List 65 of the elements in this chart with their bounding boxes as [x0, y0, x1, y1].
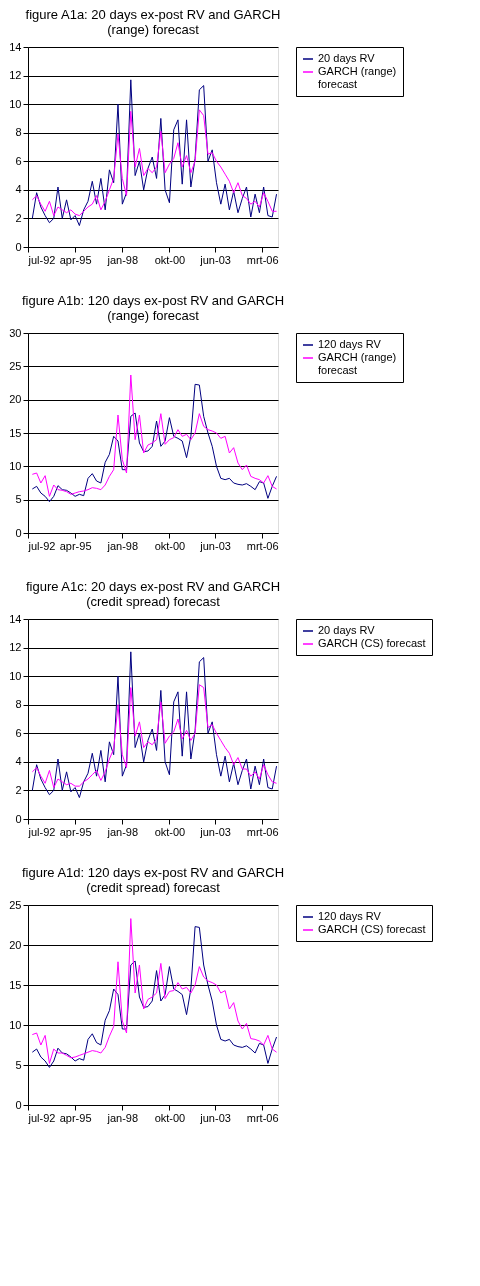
x-tick-label: apr-95 [59, 1111, 92, 1124]
y-tick-label: 20 [9, 938, 22, 951]
x-tick-label: mrt-06 [246, 253, 279, 266]
x-tick-label: jul-92 [27, 539, 56, 552]
y-tick-label: 10 [9, 97, 22, 110]
y-tick-label: 6 [15, 154, 22, 167]
y-tick-label: 20 [9, 393, 22, 406]
chart-title: figure A1d: 120 days ex-post RV and GARCH (credit spread) forecast [21, 865, 285, 895]
y-tick-label: 4 [15, 183, 22, 196]
y-tick-label: 30 [9, 326, 22, 339]
x-tick-label: jul-92 [27, 1111, 56, 1124]
y-tick-label: 6 [15, 726, 22, 739]
y-tick-label: 4 [15, 755, 22, 768]
y-tick-label: 14 [9, 40, 22, 53]
x-tick-label: jun-03 [199, 539, 231, 552]
y-tick-label: 2 [15, 211, 22, 224]
y-tick-label: 8 [15, 698, 22, 711]
x-tick-label: mrt-06 [246, 539, 279, 552]
y-tick-label: 12 [9, 69, 22, 82]
y-tick-label: 5 [15, 493, 22, 506]
y-tick-label: 0 [15, 526, 22, 539]
x-tick-label: jun-03 [199, 825, 231, 838]
y-tick-label: 14 [9, 612, 22, 625]
x-tick-label: mrt-06 [246, 825, 279, 838]
x-tick-label: jan-98 [106, 825, 139, 838]
y-tick-label: 5 [15, 1058, 22, 1071]
chart-title: figure A1b: 120 days ex-post RV and GARCH (range) forecast [21, 293, 285, 323]
legend-label: GARCH (range) forecast [318, 65, 397, 90]
legend-label: GARCH (CS) forecast [318, 637, 426, 649]
legend-label: GARCH (range) forecast [318, 351, 397, 376]
x-tick-label: apr-95 [59, 253, 92, 266]
y-tick-label: 0 [15, 1098, 22, 1111]
y-tick-label: 0 [15, 812, 22, 825]
y-tick-label: 25 [9, 359, 22, 372]
x-tick-label: mrt-06 [246, 1111, 279, 1124]
legend-label: 20 days RV [318, 624, 376, 636]
legend-label: 120 days RV [318, 338, 382, 350]
x-tick-label: apr-95 [59, 825, 92, 838]
legend-label: GARCH (CS) forecast [318, 923, 426, 935]
x-tick-label: jan-98 [106, 1111, 139, 1124]
legend-label: 20 days RV [318, 52, 376, 64]
x-tick-label: jul-92 [27, 825, 56, 838]
y-tick-label: 10 [9, 669, 22, 682]
y-tick-label: 10 [9, 459, 22, 472]
y-tick-label: 15 [9, 978, 22, 991]
x-tick-label: apr-95 [59, 539, 92, 552]
x-tick-label: okt-00 [154, 539, 186, 552]
x-tick-label: jul-92 [27, 253, 56, 266]
x-tick-label: okt-00 [154, 825, 186, 838]
y-tick-label: 15 [9, 426, 22, 439]
chart-title: figure A1c: 20 days ex-post RV and GARCH (credit spread) forecast [25, 579, 281, 609]
chart-title: figure A1a: 20 days ex-post RV and GARCH (range) forecast [25, 7, 281, 37]
y-tick-label: 12 [9, 641, 22, 654]
x-tick-label: jun-03 [199, 1111, 231, 1124]
x-tick-label: jan-98 [106, 253, 139, 266]
y-tick-label: 8 [15, 126, 22, 139]
y-tick-label: 25 [9, 898, 22, 911]
x-tick-label: jun-03 [199, 253, 231, 266]
legend-label: 120 days RV [318, 910, 382, 922]
y-tick-label: 2 [15, 783, 22, 796]
x-tick-label: jan-98 [106, 539, 139, 552]
y-tick-label: 10 [9, 1018, 22, 1031]
y-tick-label: 0 [15, 240, 22, 253]
x-tick-label: okt-00 [154, 1111, 186, 1124]
x-tick-label: okt-00 [154, 253, 186, 266]
